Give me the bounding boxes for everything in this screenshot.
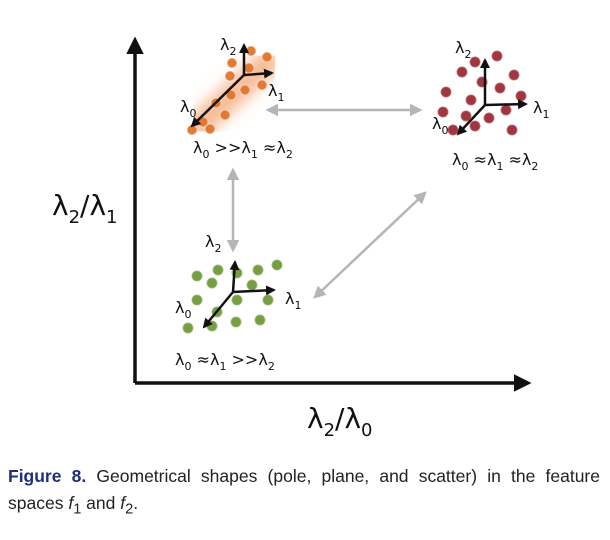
pole-point bbox=[243, 62, 255, 74]
pole-point bbox=[224, 70, 236, 82]
caption-f1: f bbox=[68, 493, 74, 513]
plane-points bbox=[181, 258, 284, 335]
pole-point bbox=[261, 51, 273, 63]
scatter-point bbox=[493, 81, 507, 95]
scatter-lambda1-label: λ1 bbox=[533, 98, 549, 121]
pole-point bbox=[226, 57, 238, 69]
plane-point bbox=[229, 315, 243, 329]
pole-lambda0-label: λ0 bbox=[180, 97, 196, 120]
pole-lambda2-label: λ2 bbox=[220, 35, 236, 58]
plane-relation: λ0 ≈λ1 >>λ2 bbox=[175, 350, 275, 373]
plane-point bbox=[253, 313, 267, 327]
scatter-points bbox=[436, 49, 528, 137]
pole-point bbox=[256, 79, 268, 91]
x-axis-label: λ2/λ0 bbox=[307, 402, 373, 441]
scatter-point bbox=[507, 68, 521, 82]
plane-lambda1-label: λ1 bbox=[285, 289, 301, 312]
pole-point bbox=[245, 45, 257, 57]
scatter-point bbox=[490, 49, 504, 63]
scatter-lambda2-label: λ2 bbox=[455, 38, 471, 61]
pole-lambda1-label: λ1 bbox=[268, 81, 284, 104]
figure-label: Figure 8. bbox=[8, 466, 87, 486]
plane-point bbox=[251, 263, 265, 277]
scatter-cluster: λ2 λ1 λ0 λ0 ≈λ1 ≈λ2 bbox=[432, 38, 549, 173]
plane-point bbox=[205, 276, 219, 290]
scatter-point bbox=[455, 65, 469, 79]
feature-space-diagram: λ2/λ1 λ2/λ0 λ2 λ1 λ0 λ0 >>λ1 ≈λ2 λ2 λ1 λ bbox=[52, 35, 549, 441]
plane-point bbox=[190, 269, 204, 283]
pole-point bbox=[239, 84, 251, 96]
pole-point bbox=[186, 124, 198, 136]
pole-point bbox=[219, 109, 231, 121]
caption-text: Geometrical shapes (pole, plane, and sca… bbox=[8, 466, 600, 513]
scatter-point bbox=[505, 123, 519, 137]
plane-point bbox=[261, 293, 275, 307]
scatter-point bbox=[436, 105, 450, 119]
scatter-point bbox=[446, 123, 460, 137]
scatter-point bbox=[468, 119, 482, 133]
plane-lambda0-label: λ0 bbox=[175, 298, 191, 321]
plane-point bbox=[245, 278, 259, 292]
pole-points bbox=[186, 45, 273, 136]
scatter-point bbox=[499, 103, 513, 117]
plane-point bbox=[181, 321, 195, 335]
figure-caption: Figure 8. Geometrical shapes (pole, plan… bbox=[8, 466, 600, 518]
pole-cluster: λ2 λ1 λ0 λ0 >>λ1 ≈λ2 bbox=[180, 35, 293, 161]
plane-lambda2-label: λ2 bbox=[205, 232, 221, 255]
pole-point bbox=[204, 123, 216, 135]
scatter-point bbox=[482, 111, 496, 125]
caption-f2: f bbox=[120, 493, 126, 513]
pole-point bbox=[225, 89, 237, 101]
plane-point bbox=[190, 293, 204, 307]
scatter-point bbox=[464, 93, 478, 107]
arrow-plane-scatter bbox=[313, 191, 427, 299]
plane-point bbox=[270, 258, 284, 272]
pole-relation: λ0 >>λ1 ≈λ2 bbox=[193, 138, 293, 161]
scatter-point bbox=[514, 89, 528, 103]
plane-eigen-axes bbox=[202, 260, 276, 329]
scatter-point bbox=[459, 109, 473, 123]
plane-cluster: λ2 λ1 λ0 λ0 ≈λ1 >>λ2 bbox=[175, 232, 301, 373]
plane-point bbox=[230, 293, 244, 307]
pole-eigen-axes bbox=[190, 43, 274, 128]
plane-point bbox=[211, 263, 225, 277]
scatter-eigen-axes bbox=[456, 58, 528, 136]
scatter-relation: λ0 ≈λ1 ≈λ2 bbox=[452, 150, 538, 173]
y-axis-label: λ2/λ1 bbox=[52, 189, 118, 228]
scatter-point bbox=[439, 85, 453, 99]
